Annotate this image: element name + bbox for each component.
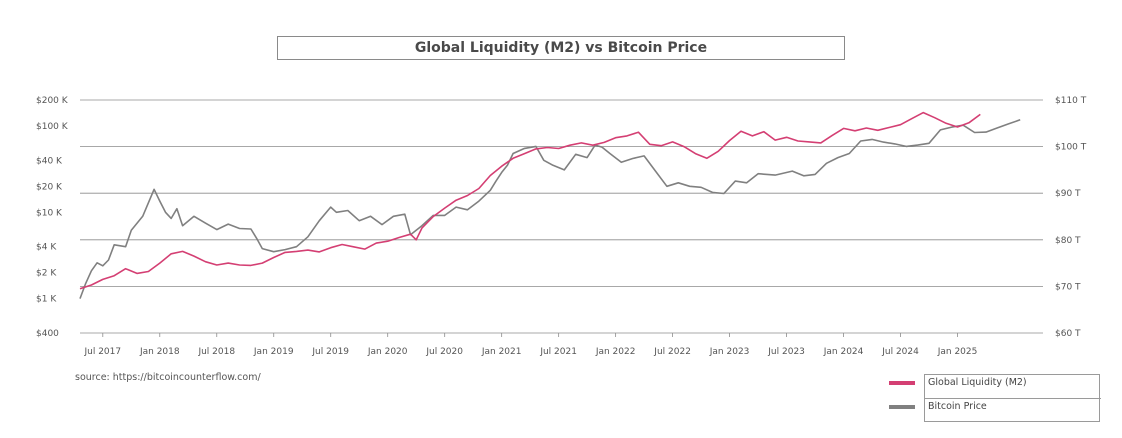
series-line-global-liquidity: [79, 111, 981, 290]
y-left-tick-label: $1 K: [36, 295, 57, 305]
legend-item-bitcoin-price: Bitcoin Price: [925, 399, 1101, 423]
y-left-tick-label: $20 K: [36, 182, 63, 192]
x-tick-label: Jan 2018: [139, 347, 180, 357]
y-left-tick-label: $10 K: [36, 208, 63, 218]
x-tick-label: Jul 2020: [425, 347, 463, 357]
x-tick-label: Jul 2021: [539, 347, 577, 357]
y-left-tick-label: $400: [36, 329, 59, 339]
legend-label-global-liquidity: Global Liquidity (M2): [928, 377, 1027, 388]
legend: Global Liquidity (M2) Bitcoin Price: [924, 374, 1101, 423]
legend-item-global-liquidity: Global Liquidity (M2): [925, 375, 1101, 399]
y-left-tick-label: $2 K: [36, 269, 57, 279]
legend-swatch-bitcoin-price: [889, 405, 915, 409]
y-right-tick-label: $100 T: [1055, 143, 1087, 153]
y-right-tick-label: $110 T: [1055, 96, 1087, 106]
y-left-tick-label: $200 K: [36, 96, 69, 106]
series-line-bitcoin-price: [79, 119, 1021, 299]
x-tick-label: Jul 2024: [881, 347, 919, 357]
x-tick-label: Jul 2018: [197, 347, 235, 357]
chart-title: Global Liquidity (M2) vs Bitcoin Price: [277, 36, 845, 60]
x-tick-label: Jul 2019: [311, 347, 349, 357]
x-tick-label: Jul 2022: [653, 347, 691, 357]
y-left-tick-label: $100 K: [36, 122, 69, 132]
y-right-tick-label: $80 T: [1055, 236, 1081, 246]
x-tick-label: Jan 2023: [709, 347, 750, 357]
y-right-tick-label: $60 T: [1055, 329, 1081, 339]
x-tick-label: Jan 2019: [253, 347, 294, 357]
legend-label-bitcoin-price: Bitcoin Price: [928, 401, 987, 412]
y-left-tick-label: $40 K: [36, 156, 63, 166]
x-tick-label: Jan 2025: [937, 347, 978, 357]
x-tick-label: Jan 2021: [481, 347, 522, 357]
y-right-tick-label: $70 T: [1055, 282, 1081, 292]
legend-swatch-global-liquidity: [889, 381, 915, 385]
y-left-tick-label: $4 K: [36, 243, 57, 253]
x-tick-label: Jan 2024: [823, 347, 864, 357]
x-tick-label: Jul 2017: [83, 347, 121, 357]
x-tick-label: Jul 2023: [767, 347, 805, 357]
x-tick-label: Jan 2020: [367, 347, 408, 357]
y-right-tick-label: $90 T: [1055, 189, 1081, 199]
source-note: source: https://bitcoincounterflow.com/: [75, 372, 261, 383]
x-tick-label: Jan 2022: [595, 347, 636, 357]
